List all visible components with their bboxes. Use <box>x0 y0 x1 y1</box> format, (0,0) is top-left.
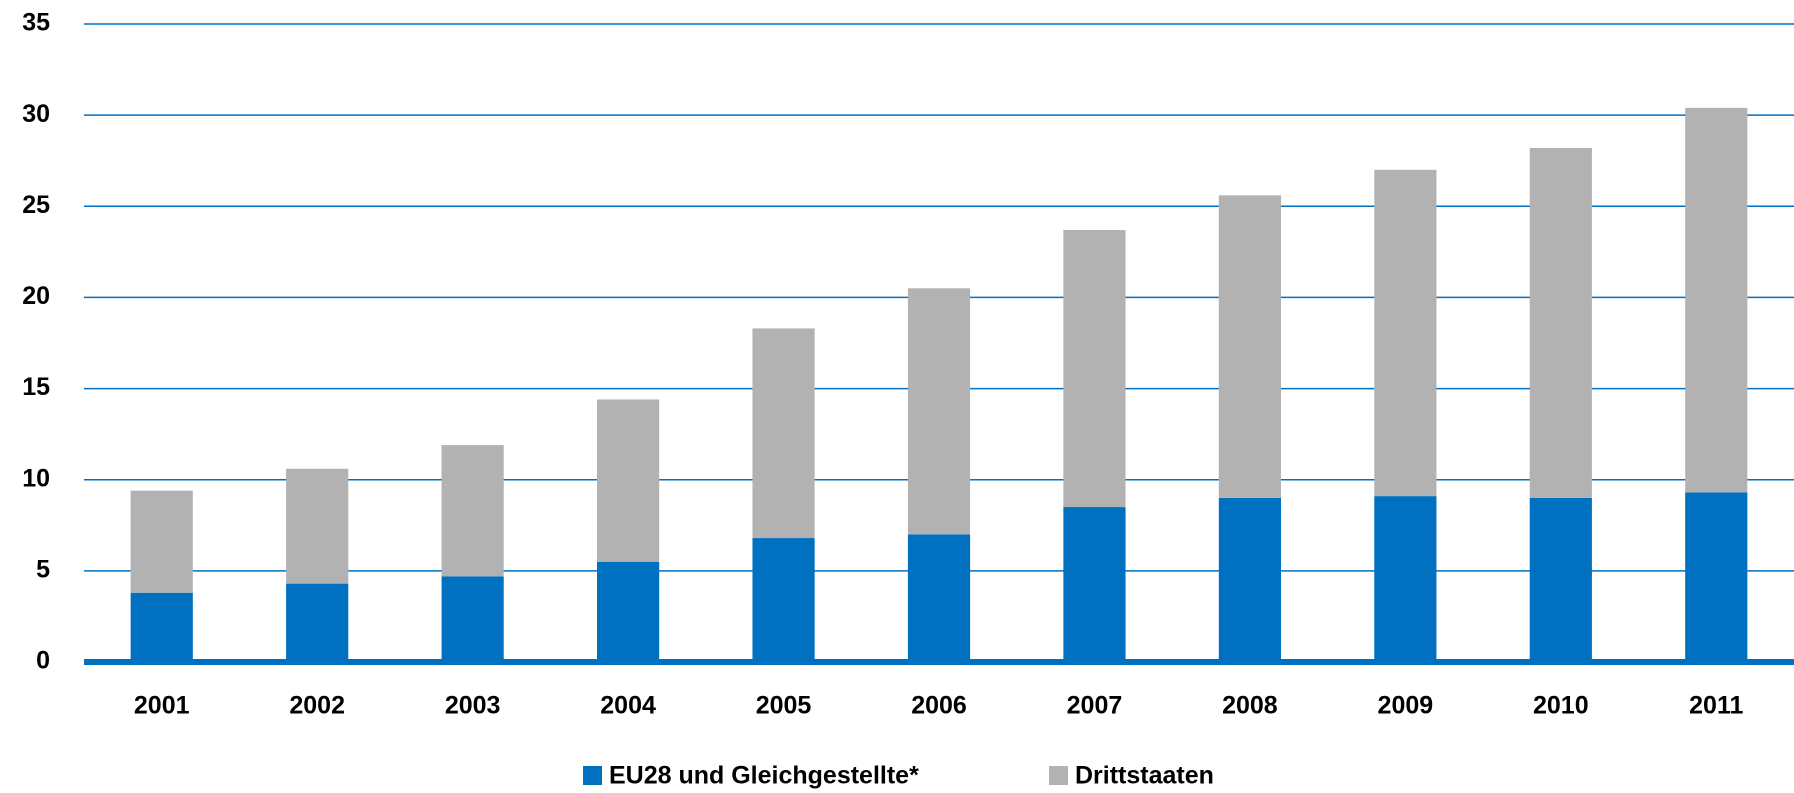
bar-segment <box>597 561 660 662</box>
bar-segment <box>441 576 504 662</box>
bar-segment <box>1685 492 1748 662</box>
x-tick-label: 2001 <box>134 692 190 720</box>
x-tick-label: 2006 <box>911 692 967 720</box>
x-tick-label: 2007 <box>1067 692 1123 720</box>
y-tick-label: 30 <box>22 100 50 128</box>
bar-segment <box>1374 169 1437 497</box>
y-tick-label: 0 <box>36 647 50 675</box>
bar-segment <box>130 490 193 593</box>
bar-segment <box>1218 195 1281 498</box>
bar-segment <box>907 288 971 535</box>
bar-segment <box>286 583 349 662</box>
bar-segment <box>1529 147 1592 498</box>
bar-segment <box>752 538 815 662</box>
legend-label: EU28 und Gleichgestellte* <box>609 762 919 790</box>
bar-segment <box>907 534 971 662</box>
x-tick-label: 2011 <box>1689 692 1743 720</box>
bar-segment <box>1063 229 1126 508</box>
y-tick-label: 20 <box>22 282 50 310</box>
y-tick-label: 35 <box>22 9 50 37</box>
x-tick-label: 2002 <box>289 692 345 720</box>
bar-segment <box>286 468 349 584</box>
x-tick-label: 2009 <box>1378 692 1434 720</box>
y-tick-label: 5 <box>36 555 50 583</box>
bar-segment <box>1529 497 1592 662</box>
y-tick-label: 15 <box>22 373 50 401</box>
y-tick-label: 25 <box>22 191 50 219</box>
x-tick-label: 2008 <box>1222 692 1278 720</box>
bar-segment <box>1374 496 1437 662</box>
legend-swatch <box>1049 766 1068 785</box>
bar-segment <box>1218 497 1281 662</box>
bar-segment <box>130 592 193 662</box>
legend-swatch <box>583 766 602 785</box>
bar-segment <box>1685 107 1748 493</box>
bar-segment <box>752 328 815 539</box>
x-tick-label: 2004 <box>600 692 656 720</box>
x-tick-label: 2010 <box>1533 692 1589 720</box>
bar-segment <box>441 445 504 577</box>
bar-segment <box>597 399 660 562</box>
x-tick-label: 2005 <box>756 692 812 720</box>
x-tick-label: 2003 <box>445 692 501 720</box>
legend-label: Drittstaaten <box>1075 762 1214 790</box>
y-tick-label: 10 <box>22 464 50 492</box>
bar-segment <box>1063 507 1126 662</box>
